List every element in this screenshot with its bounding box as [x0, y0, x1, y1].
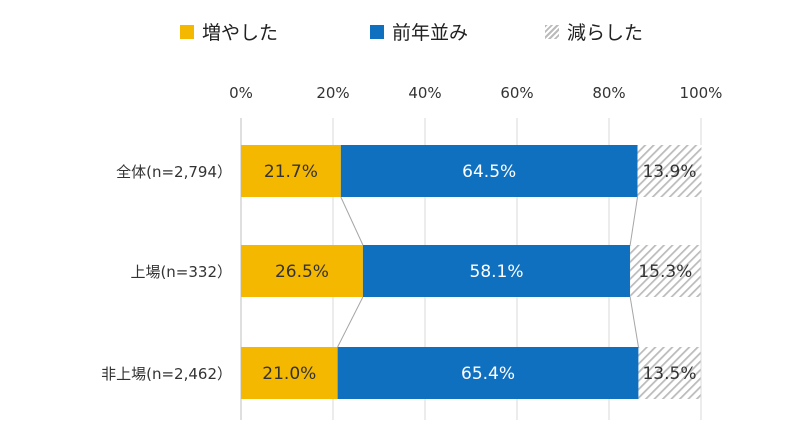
legend-swatch-increased — [180, 24, 194, 39]
legend-swatch-same — [370, 24, 384, 39]
data-label: 15.3% — [638, 262, 692, 282]
bar-segment — [362, 245, 631, 297]
legend: 増やした 前年並み 減らした — [0, 18, 800, 44]
data-label: 26.5% — [275, 262, 329, 282]
legend-label-increased: 増やした — [202, 22, 279, 44]
x-tick-label: 0% — [229, 84, 253, 102]
data-label: 65.4% — [461, 364, 515, 384]
series-line — [340, 196, 364, 246]
category-label: 全体(n=2,794） — [116, 163, 232, 181]
bar-segment — [241, 145, 341, 197]
series-line — [629, 196, 639, 246]
bar-segment — [337, 347, 639, 399]
x-tick-label: 100% — [680, 84, 723, 102]
data-label: 58.1% — [470, 262, 524, 282]
bar-segment — [241, 347, 338, 399]
x-tick-label: 20% — [316, 84, 349, 102]
category-label: 上場(n=332） — [130, 263, 232, 281]
data-label: 21.7% — [264, 162, 318, 182]
legend-item-increased: 増やした — [180, 18, 278, 45]
category-label: 非上場(n=2,462） — [101, 365, 232, 383]
legend-label-decreased: 減らした — [567, 22, 644, 44]
series-line — [629, 296, 639, 348]
data-label: 64.5% — [462, 162, 516, 182]
legend-item-decreased: 減らした — [545, 18, 643, 45]
x-tick-label: 80% — [592, 84, 625, 102]
legend-swatch-decreased — [545, 24, 559, 39]
bar-segment — [340, 145, 638, 197]
bar-segment — [638, 347, 701, 399]
bar-segment — [630, 245, 701, 297]
legend-label-same: 前年並み — [392, 22, 469, 44]
bar-segment — [637, 145, 702, 197]
series-line — [337, 296, 364, 348]
data-label: 13.9% — [642, 162, 696, 182]
x-tick-label: 40% — [408, 84, 441, 102]
data-label: 13.5% — [642, 364, 696, 384]
legend-item-same: 前年並み — [370, 18, 468, 45]
data-label: 21.0% — [262, 364, 316, 384]
bar-segment — [241, 245, 363, 297]
x-tick-label: 60% — [500, 84, 533, 102]
